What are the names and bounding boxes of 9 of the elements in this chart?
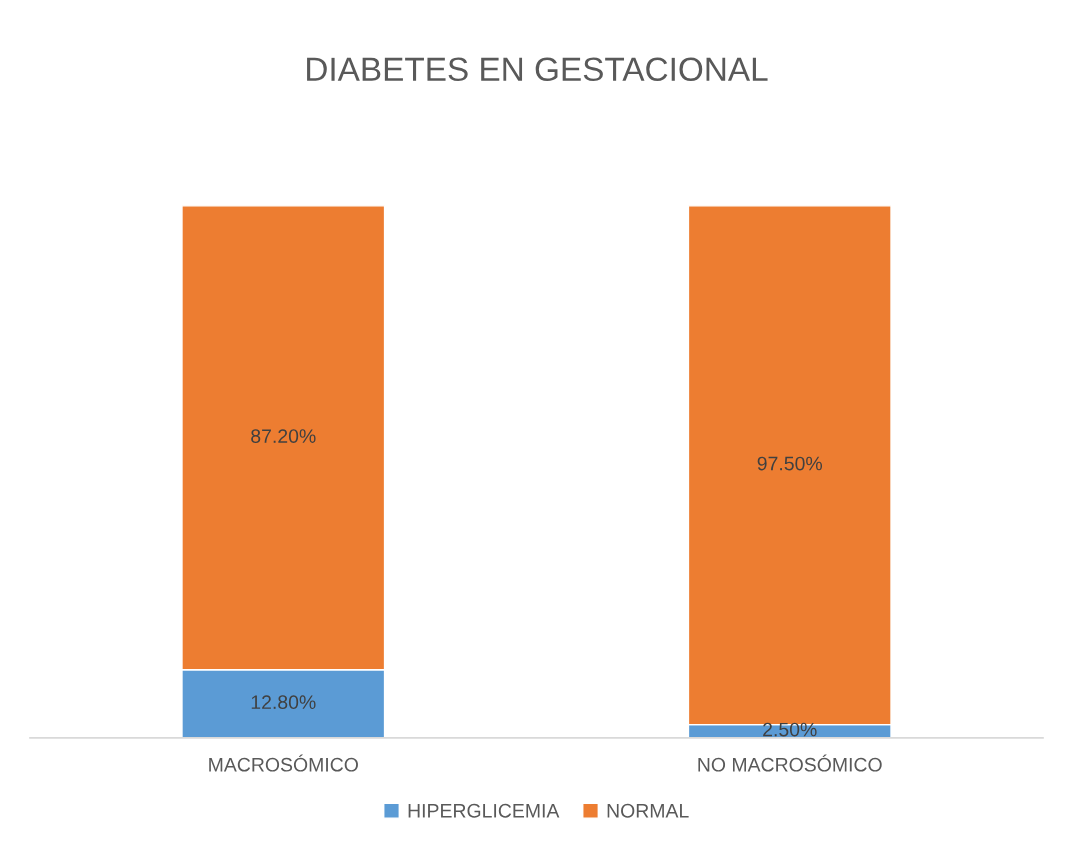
data-label: 87.20% (251, 429, 316, 443)
data-label: 2.50% (763, 722, 817, 737)
legend-label: NORMAL (607, 803, 689, 818)
x-tick-label: MACROSÓMICO (209, 754, 358, 772)
data-label: 97.50% (757, 456, 823, 471)
x-tick-label: NO MACROSÓMICO (698, 754, 882, 772)
chart-title: DIABETES EN GESTACIONAL (307, 57, 768, 82)
legend-label: HIPERGLICEMIA (408, 803, 560, 818)
data-label: 12.80% (251, 695, 316, 710)
